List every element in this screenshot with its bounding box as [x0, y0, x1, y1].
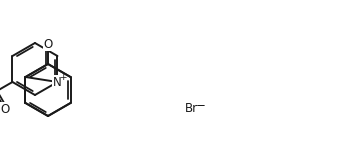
Text: −: −	[196, 99, 206, 112]
Text: Br: Br	[185, 102, 198, 115]
Text: N: N	[53, 75, 62, 89]
Text: +: +	[59, 73, 67, 82]
Text: O: O	[0, 103, 10, 116]
Text: O: O	[44, 37, 53, 50]
